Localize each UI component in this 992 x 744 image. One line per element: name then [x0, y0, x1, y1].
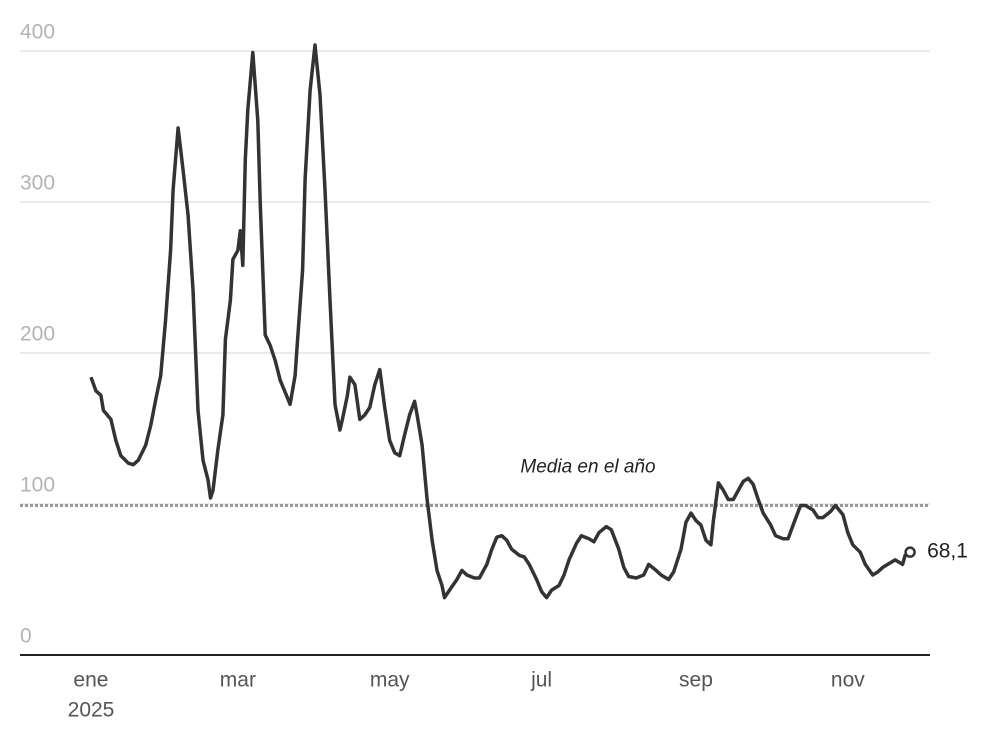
y-tick-label: 200: [20, 323, 55, 346]
mean-label: Media en el año: [520, 457, 655, 478]
year-label: 2025: [68, 699, 115, 722]
y-tick-label: 300: [20, 172, 55, 195]
x-tick-label: ene: [73, 669, 108, 692]
x-tick-label: jul: [530, 669, 552, 692]
x-tick-label: nov: [831, 669, 865, 692]
x-tick-label: may: [370, 669, 410, 692]
y-tick-label: 0: [20, 625, 32, 648]
line: [89, 43, 912, 600]
x-tick-label: mar: [220, 669, 256, 692]
y-tick-label: 400: [20, 21, 55, 44]
x-tick-label: sep: [679, 669, 713, 692]
y-tick-label: 100: [20, 474, 55, 497]
end-marker: [904, 546, 916, 558]
end-label: 68,1: [927, 540, 968, 563]
